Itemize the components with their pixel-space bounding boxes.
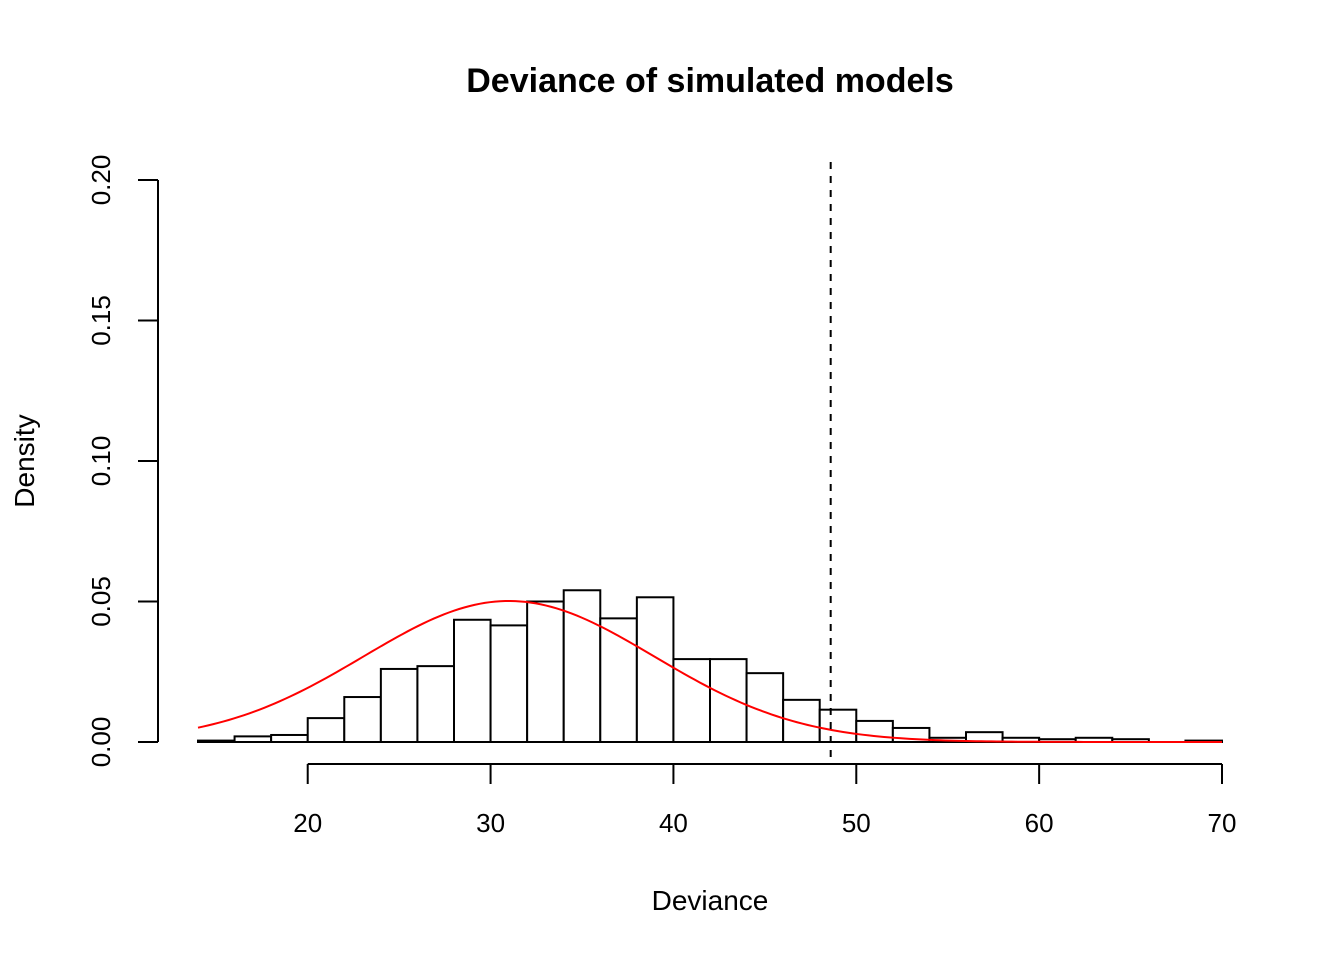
histogram-bar-1 — [233, 735, 273, 744]
chart-title: Deviance of simulated models — [466, 62, 954, 100]
histogram-bar-7 — [453, 618, 492, 744]
x-tick-label-20: 20 — [293, 808, 322, 838]
histogram-bar-12 — [635, 596, 675, 743]
density-curve-layer — [197, 599, 1222, 743]
histogram-bar-10 — [562, 589, 602, 744]
y-tick-label-0.20: 0.20 — [86, 155, 116, 206]
y-tick-label-0.10: 0.10 — [86, 436, 116, 487]
histogram-bar-5 — [379, 667, 419, 743]
x-axis: 20 30 40 50 60 70 — [293, 763, 1237, 838]
x-tick-label-30: 30 — [476, 808, 505, 838]
x-tick-label-60: 60 — [1025, 808, 1054, 838]
histogram-bar-3 — [306, 717, 346, 743]
histogram-bar-9 — [526, 600, 565, 743]
histogram-bar-11 — [599, 617, 638, 743]
x-tick-label-50: 50 — [842, 808, 871, 838]
histogram-bars — [197, 589, 1224, 744]
histogram-bar-2 — [270, 733, 309, 743]
histogram-bar-14 — [709, 658, 748, 743]
histogram-bar-13 — [672, 658, 712, 743]
histogram-bar-6 — [416, 665, 455, 744]
y-axis: 0.00 0.05 0.10 0.15 0.20 — [86, 155, 159, 768]
y-tick-label-0.00: 0.00 — [86, 717, 116, 768]
y-tick-label-0.05: 0.05 — [86, 576, 116, 627]
histogram-bar-8 — [489, 624, 529, 744]
histogram-bar-0 — [197, 739, 236, 743]
y-tick-label-0.15: 0.15 — [86, 295, 116, 346]
histogram-bar-18 — [855, 719, 894, 743]
normal-density-curve — [197, 599, 1222, 743]
histogram-bar-16 — [782, 698, 821, 743]
histogram-bar-4 — [343, 696, 382, 743]
y-axis-label: Density — [9, 414, 40, 507]
x-tick-label-70: 70 — [1208, 808, 1237, 838]
histogram-bar-17 — [818, 708, 858, 743]
x-tick-label-40: 40 — [659, 808, 688, 838]
x-axis-label: Deviance — [652, 885, 769, 916]
